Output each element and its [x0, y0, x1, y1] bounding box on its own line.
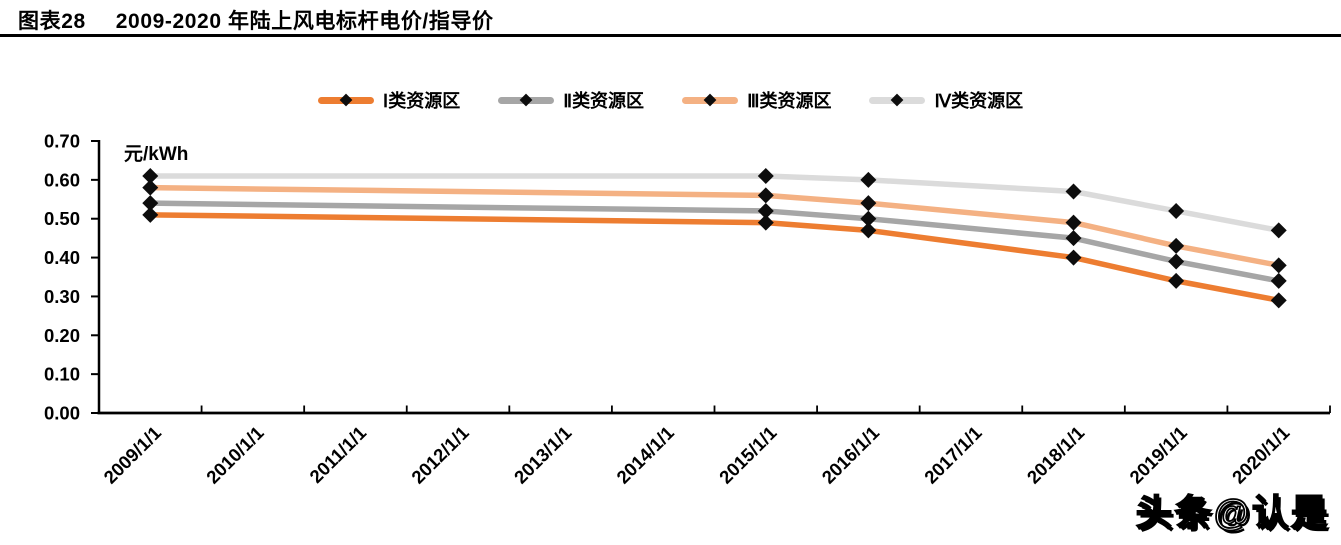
x-tick-label: 2011/1/1	[305, 422, 370, 487]
data-point-marker	[757, 167, 774, 184]
x-tick-label: 2009/1/1	[99, 422, 165, 488]
chart-legend: Ⅰ类资源区 Ⅱ类资源区 Ⅲ类资源区 Ⅳ类资源区	[0, 89, 1341, 111]
legend-item-3: Ⅲ类资源区	[682, 87, 831, 113]
data-point-marker	[1168, 253, 1185, 270]
data-point-marker	[860, 210, 877, 227]
data-point-marker	[860, 195, 877, 212]
data-point-marker	[1270, 272, 1287, 289]
legend-label: Ⅱ类资源区	[563, 91, 645, 111]
legend-label: Ⅳ类资源区	[934, 91, 1024, 111]
x-tick-label: 2012/1/1	[407, 422, 473, 488]
legend-label: Ⅰ类资源区	[382, 91, 461, 111]
series-line-4	[147, 173, 1282, 234]
x-tick-label: 2017/1/1	[920, 422, 986, 488]
legend-item-4: Ⅳ类资源区	[869, 87, 1023, 113]
series-line-1	[147, 212, 1282, 304]
data-point-marker	[860, 222, 877, 239]
data-point-marker	[1168, 272, 1185, 289]
legend-line-swatch	[869, 93, 926, 107]
data-point-marker	[1168, 202, 1185, 219]
figure-title: 2009-2020 年陆上风电标杆电价/指导价	[115, 10, 494, 33]
data-point-marker	[1065, 249, 1082, 266]
data-point-marker	[757, 202, 774, 219]
y-tick-label: 0.50	[44, 208, 80, 229]
x-tick-label: 2020/1/1	[1228, 422, 1294, 488]
title-underline	[0, 34, 1341, 37]
data-point-marker	[757, 214, 774, 231]
y-tick-label: 0.30	[44, 286, 80, 307]
y-tick-label: 0.60	[44, 169, 80, 190]
y-tick-label: 0.20	[44, 325, 80, 346]
data-point-marker	[142, 167, 159, 184]
legend-item-2: Ⅱ类资源区	[498, 87, 644, 113]
legend-label: Ⅲ类资源区	[747, 91, 832, 111]
data-point-marker	[1270, 292, 1287, 309]
series-line-3	[147, 184, 1282, 269]
data-point-marker	[1065, 183, 1082, 200]
data-point-marker	[142, 195, 159, 212]
x-tick-label: 2010/1/1	[202, 422, 268, 488]
series-line-2	[147, 200, 1282, 284]
x-tick-label: 2013/1/1	[510, 422, 576, 488]
legend-item-1: Ⅰ类资源区	[317, 87, 461, 113]
data-point-marker	[860, 171, 877, 188]
legend-line-swatch	[317, 93, 374, 107]
watermark-text: 头条@认是	[1135, 491, 1331, 534]
y-tick-label: 0.70	[44, 131, 80, 152]
figure-header: 图表28 2009-2020 年陆上风电标杆电价/指导价	[18, 5, 494, 35]
data-point-marker	[142, 206, 159, 223]
x-tick-label: 2014/1/1	[612, 422, 678, 488]
data-point-marker	[1065, 230, 1082, 247]
x-tick-label: 2016/1/1	[817, 422, 883, 488]
y-tick-label: 0.40	[44, 247, 80, 268]
x-tick-label: 2015/1/1	[715, 422, 781, 488]
legend-line-swatch	[498, 93, 555, 107]
figure-label: 图表28	[18, 10, 86, 33]
data-point-marker	[757, 187, 774, 204]
x-tick-label: 2019/1/1	[1125, 422, 1191, 488]
data-point-marker	[1065, 214, 1082, 231]
data-point-marker	[1270, 222, 1287, 239]
data-point-marker	[1270, 257, 1287, 274]
y-tick-label: 0.00	[44, 403, 80, 424]
x-tick-label: 2018/1/1	[1023, 422, 1089, 488]
data-point-marker	[1168, 237, 1185, 254]
legend-line-swatch	[682, 93, 739, 107]
y-axis-unit-label: 元/kWh	[124, 144, 188, 165]
y-tick-label: 0.10	[44, 364, 80, 385]
data-point-marker	[142, 179, 159, 196]
